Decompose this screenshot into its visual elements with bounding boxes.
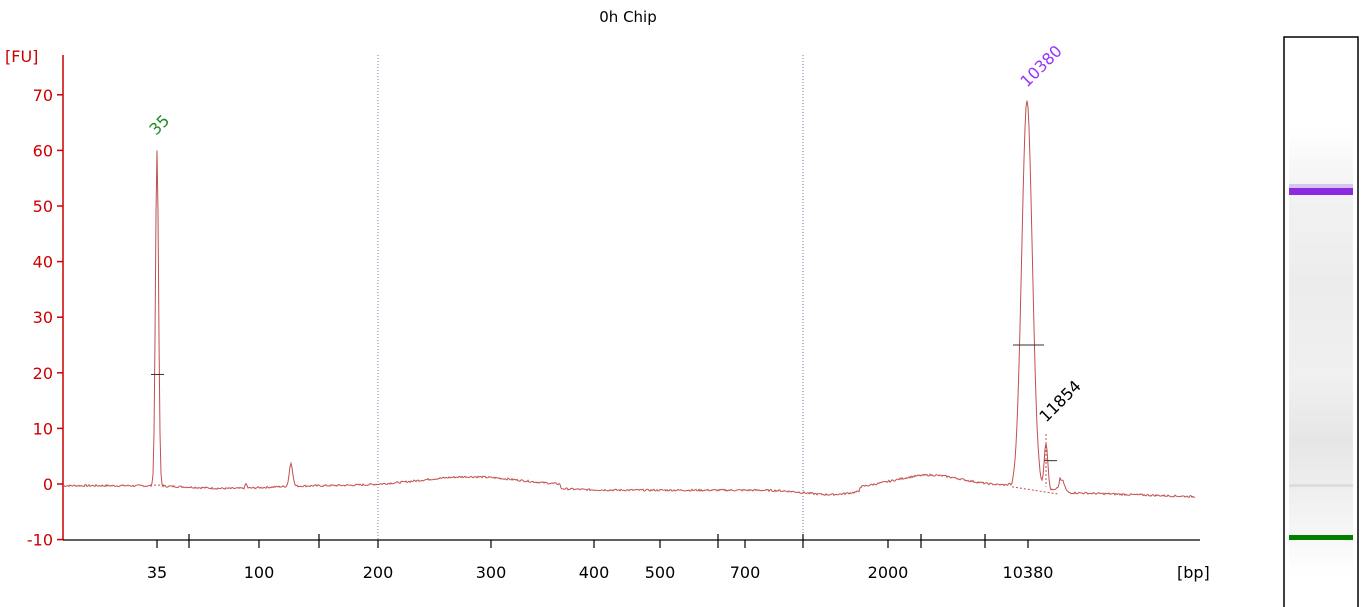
peak-label: 10380 <box>1016 41 1065 90</box>
y-tick-label: 30 <box>33 308 53 327</box>
x-tick-label: 2000 <box>868 563 909 582</box>
peak-label: 11854 <box>1035 376 1084 425</box>
x-tick-label: 500 <box>645 563 676 582</box>
y-tick-label: 40 <box>33 253 53 272</box>
peak-labels: 35 10380 11854 <box>145 41 1084 425</box>
y-tick-label: 60 <box>33 141 53 160</box>
x-axis-label: [bp] <box>1177 563 1210 582</box>
y-tick-label: 20 <box>33 364 53 383</box>
x-tick-label: 200 <box>363 563 394 582</box>
y-tick-label: 0 <box>43 475 53 494</box>
y-axis-label: [FU] <box>5 47 38 66</box>
gel-band-faint <box>1289 484 1353 487</box>
peak-label: 35 <box>145 111 173 139</box>
gel-band-upper-glow <box>1289 184 1353 188</box>
x-tick-label: 100 <box>244 563 275 582</box>
y-tick-label: -10 <box>27 531 53 550</box>
gel-lane <box>1283 36 1359 607</box>
peak-baseline <box>1011 486 1059 495</box>
y-tick-label: 50 <box>33 197 53 216</box>
x-tick-label: 10380 <box>1003 563 1054 582</box>
y-ticks: -10 0 10 20 30 40 50 60 70 <box>27 86 63 550</box>
x-ticks: 35 100 200 300 400 500 700 2000 10380 <box>147 534 1054 582</box>
x-tick-label: 300 <box>476 563 507 582</box>
y-tick-label: 10 <box>33 419 53 438</box>
x-tick-label: 700 <box>730 563 761 582</box>
trace-line <box>62 100 1196 498</box>
x-tick-label: 400 <box>579 563 610 582</box>
gel-band-lower-marker <box>1289 535 1353 540</box>
x-tick-label: 35 <box>147 563 167 582</box>
gel-lane-background <box>1289 127 1353 577</box>
grid-lines <box>377 55 804 540</box>
trace-group <box>62 100 1196 498</box>
gel-band-upper-marker <box>1289 188 1353 195</box>
y-tick-label: 70 <box>33 86 53 105</box>
chart-title: 0h Chip <box>599 8 657 26</box>
axes <box>62 55 1200 541</box>
